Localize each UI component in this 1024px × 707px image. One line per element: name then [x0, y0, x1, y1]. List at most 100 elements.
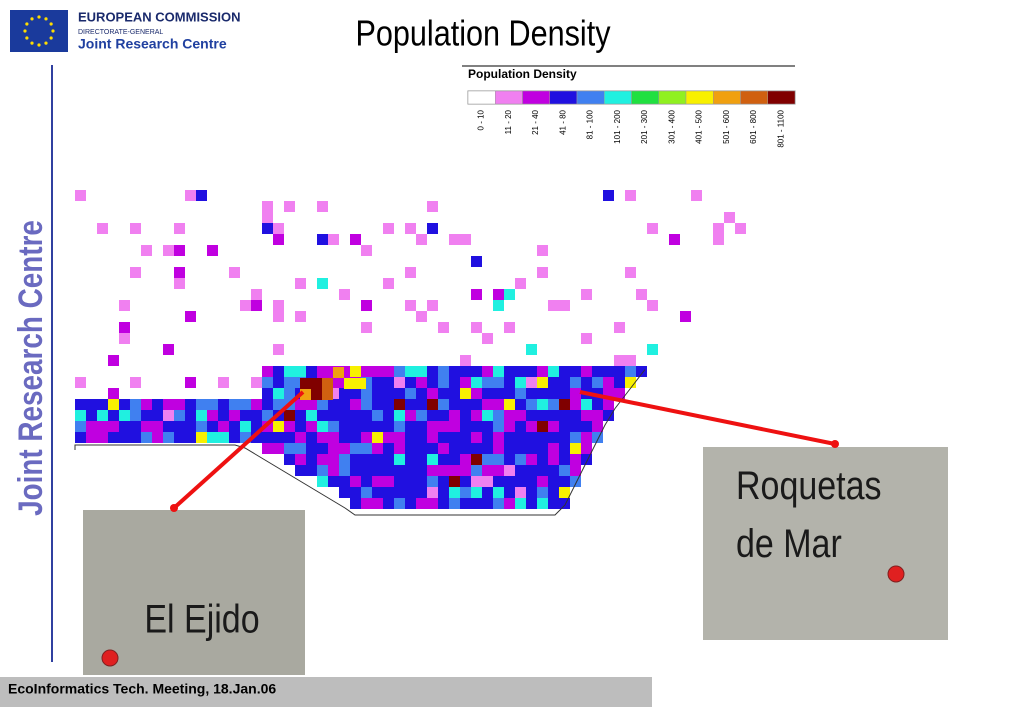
map-cell	[207, 432, 218, 443]
map-cell	[614, 355, 625, 366]
map-cell	[163, 399, 174, 410]
star	[25, 36, 29, 40]
map-cell	[515, 454, 526, 465]
map-cell	[383, 366, 394, 377]
map-cell	[383, 432, 394, 443]
map-cell	[460, 443, 471, 454]
inset-label: Roquetas de Mar	[736, 462, 882, 565]
star	[30, 17, 34, 21]
map-cell	[174, 432, 185, 443]
map-cell	[515, 366, 526, 377]
star	[44, 17, 48, 21]
map-cell	[559, 366, 570, 377]
map-cell	[152, 399, 163, 410]
map-cell	[504, 498, 515, 509]
map-cell	[240, 399, 251, 410]
map-cell	[273, 311, 284, 322]
map-cell	[339, 421, 350, 432]
map-cell	[559, 388, 570, 399]
map-cell	[471, 399, 482, 410]
map-cell	[75, 190, 86, 201]
map-cell	[328, 377, 339, 388]
map-cell	[548, 498, 559, 509]
legend-label: 41 - 80	[558, 109, 567, 134]
map-cell	[504, 421, 515, 432]
map-cell	[86, 421, 97, 432]
map-cell	[207, 245, 218, 256]
map-cell	[273, 300, 284, 311]
map-cell	[174, 410, 185, 421]
map-cell	[438, 322, 449, 333]
map-cell	[273, 421, 284, 432]
map-cell	[570, 476, 581, 487]
map-cell	[317, 410, 328, 421]
map-cell	[218, 421, 229, 432]
map-cell	[504, 322, 515, 333]
map-cell	[449, 432, 460, 443]
map-cell	[427, 410, 438, 421]
map-cell	[383, 223, 394, 234]
map-cell	[416, 454, 427, 465]
map-cell	[350, 465, 361, 476]
map-cell	[229, 421, 240, 432]
map-cell	[504, 443, 515, 454]
map-cell	[735, 223, 746, 234]
map-cell	[647, 300, 658, 311]
map-cell	[394, 476, 405, 487]
map-cell	[460, 421, 471, 432]
map-cell	[471, 487, 482, 498]
map-cell	[251, 377, 262, 388]
map-cell	[427, 300, 438, 311]
map-cell	[482, 333, 493, 344]
map-cell	[438, 399, 449, 410]
map-cell	[108, 421, 119, 432]
map-cell	[438, 366, 449, 377]
map-cell	[526, 377, 537, 388]
map-cell	[460, 487, 471, 498]
map-cell	[218, 377, 229, 388]
map-cell	[570, 388, 581, 399]
map-cell	[438, 377, 449, 388]
map-cell	[130, 377, 141, 388]
map-cell	[482, 432, 493, 443]
map-cell	[295, 410, 306, 421]
map-cell	[207, 421, 218, 432]
footer-text: EcoInformatics Tech. Meeting, 18.Jan.06	[8, 681, 276, 697]
map-cell	[361, 245, 372, 256]
map-cell	[174, 399, 185, 410]
legend-label: 21 - 40	[531, 109, 540, 134]
star	[49, 22, 53, 26]
map-cell	[317, 443, 328, 454]
map-cell	[614, 388, 625, 399]
map-cell	[229, 432, 240, 443]
map-cell	[526, 476, 537, 487]
map-cell	[185, 190, 196, 201]
map-cell	[526, 388, 537, 399]
map-cell	[471, 454, 482, 465]
map-cell	[636, 366, 647, 377]
map-cell	[97, 432, 108, 443]
map-cell	[493, 377, 504, 388]
map-cell	[460, 388, 471, 399]
map-cell	[306, 432, 317, 443]
map-cell	[471, 388, 482, 399]
inset-marker	[887, 565, 905, 583]
map-cell	[350, 366, 361, 377]
map-cell	[328, 454, 339, 465]
map-cell	[438, 476, 449, 487]
map-cell	[394, 454, 405, 465]
map-cell	[394, 487, 405, 498]
map-cell	[284, 443, 295, 454]
map-cell	[394, 410, 405, 421]
map-cell	[449, 234, 460, 245]
map-cell	[504, 454, 515, 465]
map-cell	[493, 300, 504, 311]
map-cell	[405, 410, 416, 421]
map-cell	[603, 366, 614, 377]
map-cell	[251, 300, 262, 311]
map-cell	[207, 410, 218, 421]
map-cell	[482, 487, 493, 498]
map-cell	[350, 234, 361, 245]
map-cell	[416, 410, 427, 421]
map-cell	[460, 366, 471, 377]
